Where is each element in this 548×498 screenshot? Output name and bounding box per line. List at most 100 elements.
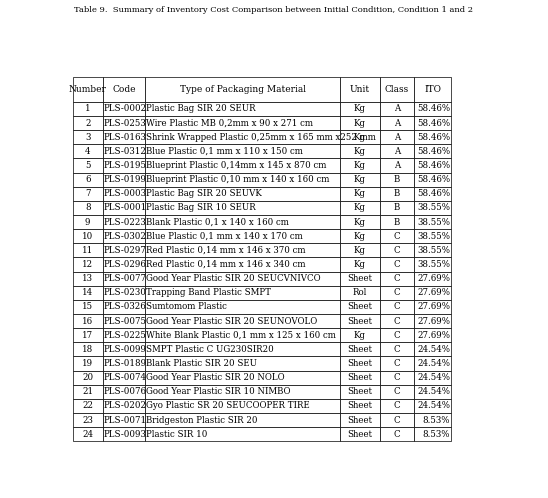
Bar bbox=[414, 286, 452, 300]
Bar bbox=[73, 229, 102, 243]
Text: 24.54%: 24.54% bbox=[417, 373, 450, 382]
Bar bbox=[380, 201, 414, 215]
Text: Rol: Rol bbox=[353, 288, 367, 297]
Text: Shrink Wrapped Plastic 0,25mm x 165 mm x252 mm: Shrink Wrapped Plastic 0,25mm x 165 mm x… bbox=[146, 132, 376, 141]
Bar bbox=[145, 300, 340, 314]
Bar bbox=[73, 187, 102, 201]
Text: Type of Packaging Material: Type of Packaging Material bbox=[180, 85, 306, 94]
Bar bbox=[340, 385, 380, 399]
Text: Wire Plastic MB 0,2mm x 90 x 271 cm: Wire Plastic MB 0,2mm x 90 x 271 cm bbox=[146, 119, 313, 127]
Bar bbox=[340, 158, 380, 172]
Bar bbox=[102, 144, 145, 158]
Text: C: C bbox=[393, 274, 400, 283]
Bar bbox=[102, 201, 145, 215]
Text: Blueprint Plastic 0,14mm x 145 x 870 cm: Blueprint Plastic 0,14mm x 145 x 870 cm bbox=[146, 161, 327, 170]
Bar bbox=[340, 144, 380, 158]
Bar bbox=[414, 385, 452, 399]
Bar bbox=[73, 116, 102, 130]
Text: Kg: Kg bbox=[354, 260, 366, 269]
Bar bbox=[102, 357, 145, 371]
Text: PLS-0297: PLS-0297 bbox=[104, 246, 147, 255]
Text: 5: 5 bbox=[85, 161, 90, 170]
Text: Good Year Plastic SIR 20 SEUNOVOLO: Good Year Plastic SIR 20 SEUNOVOLO bbox=[146, 317, 318, 326]
Bar bbox=[145, 413, 340, 427]
Text: Kg: Kg bbox=[354, 105, 366, 114]
Bar bbox=[380, 102, 414, 116]
Bar bbox=[145, 357, 340, 371]
Bar bbox=[145, 77, 340, 102]
Text: Plastic Bag SIR 10 SEUR: Plastic Bag SIR 10 SEUR bbox=[146, 203, 256, 212]
Text: Table 9.  Summary of Inventory Cost Comparison between Initial Condition, Condit: Table 9. Summary of Inventory Cost Compa… bbox=[75, 6, 473, 14]
Text: 8.53%: 8.53% bbox=[423, 430, 450, 439]
Bar bbox=[145, 286, 340, 300]
Bar bbox=[340, 116, 380, 130]
Bar bbox=[380, 399, 414, 413]
Text: PLS-0003: PLS-0003 bbox=[104, 189, 147, 198]
Bar bbox=[380, 357, 414, 371]
Text: A: A bbox=[394, 105, 400, 114]
Text: Unit: Unit bbox=[350, 85, 370, 94]
Bar bbox=[340, 342, 380, 357]
Text: Blue Plastic 0,1 mm x 140 x 170 cm: Blue Plastic 0,1 mm x 140 x 170 cm bbox=[146, 232, 303, 241]
Text: Kg: Kg bbox=[354, 132, 366, 141]
Bar bbox=[73, 413, 102, 427]
Bar bbox=[102, 130, 145, 144]
Text: White Blank Plastic 0,1 mm x 125 x 160 cm: White Blank Plastic 0,1 mm x 125 x 160 c… bbox=[146, 331, 336, 340]
Bar bbox=[73, 385, 102, 399]
Bar bbox=[414, 77, 452, 102]
Text: Red Plastic 0,14 mm x 146 x 340 cm: Red Plastic 0,14 mm x 146 x 340 cm bbox=[146, 260, 306, 269]
Bar bbox=[414, 300, 452, 314]
Text: PLS-0189: PLS-0189 bbox=[104, 359, 147, 368]
Bar bbox=[145, 257, 340, 271]
Bar bbox=[73, 158, 102, 172]
Bar bbox=[414, 342, 452, 357]
Text: A: A bbox=[394, 161, 400, 170]
Text: 10: 10 bbox=[82, 232, 93, 241]
Bar bbox=[102, 314, 145, 328]
Bar bbox=[414, 328, 452, 342]
Text: 1: 1 bbox=[85, 105, 90, 114]
Text: 8.53%: 8.53% bbox=[423, 416, 450, 425]
Bar bbox=[73, 427, 102, 441]
Text: Sheet: Sheet bbox=[347, 345, 373, 354]
Text: C: C bbox=[393, 232, 400, 241]
Text: Blueprint Plastic 0,10 mm x 140 x 160 cm: Blueprint Plastic 0,10 mm x 140 x 160 cm bbox=[146, 175, 330, 184]
Bar bbox=[73, 172, 102, 187]
Bar bbox=[145, 399, 340, 413]
Bar bbox=[102, 371, 145, 385]
Text: PLS-0230: PLS-0230 bbox=[104, 288, 147, 297]
Bar bbox=[73, 144, 102, 158]
Text: PLS-0326: PLS-0326 bbox=[104, 302, 147, 311]
Text: Blank Plastic SIR 20 SEU: Blank Plastic SIR 20 SEU bbox=[146, 359, 258, 368]
Bar bbox=[380, 144, 414, 158]
Bar bbox=[380, 77, 414, 102]
Bar bbox=[340, 172, 380, 187]
Bar bbox=[102, 385, 145, 399]
Bar bbox=[414, 215, 452, 229]
Bar bbox=[102, 77, 145, 102]
Bar bbox=[73, 257, 102, 271]
Bar bbox=[102, 399, 145, 413]
Text: Sheet: Sheet bbox=[347, 373, 373, 382]
Bar bbox=[102, 172, 145, 187]
Bar bbox=[380, 187, 414, 201]
Text: 6: 6 bbox=[85, 175, 90, 184]
Bar bbox=[102, 102, 145, 116]
Text: C: C bbox=[393, 416, 400, 425]
Bar bbox=[380, 158, 414, 172]
Text: C: C bbox=[393, 401, 400, 410]
Bar bbox=[380, 229, 414, 243]
Text: 4: 4 bbox=[85, 147, 90, 156]
Text: 19: 19 bbox=[82, 359, 93, 368]
Text: 27.69%: 27.69% bbox=[417, 317, 450, 326]
Text: 23: 23 bbox=[82, 416, 93, 425]
Text: 2: 2 bbox=[85, 119, 90, 127]
Bar bbox=[73, 243, 102, 257]
Text: PLS-0001: PLS-0001 bbox=[104, 203, 147, 212]
Bar bbox=[145, 328, 340, 342]
Bar bbox=[102, 158, 145, 172]
Bar bbox=[380, 427, 414, 441]
Text: 27.69%: 27.69% bbox=[417, 302, 450, 311]
Bar bbox=[102, 427, 145, 441]
Bar bbox=[414, 257, 452, 271]
